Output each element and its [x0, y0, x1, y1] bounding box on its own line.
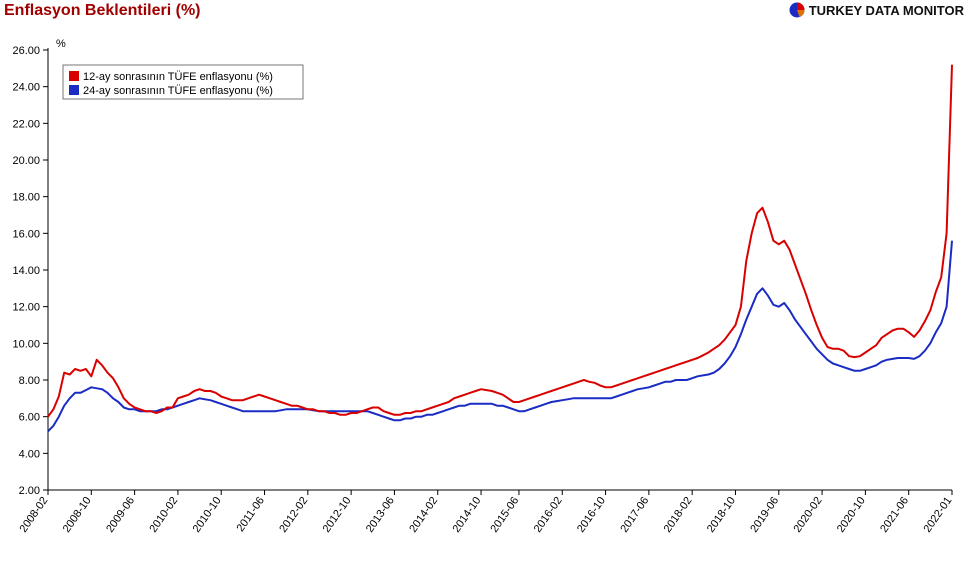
svg-text:8.00: 8.00 — [19, 375, 40, 387]
svg-text:2010-10: 2010-10 — [191, 495, 224, 535]
svg-text:2011-06: 2011-06 — [234, 495, 267, 534]
svg-text:2022-01: 2022-01 — [921, 495, 954, 535]
svg-text:2.00: 2.00 — [19, 485, 40, 497]
svg-text:%: % — [56, 38, 66, 50]
svg-text:24-ay sonrasının TÜFE enflasyo: 24-ay sonrasının TÜFE enflasyonu (%) — [83, 85, 273, 97]
svg-text:2015-06: 2015-06 — [488, 495, 521, 535]
svg-text:2021-06: 2021-06 — [878, 495, 911, 535]
svg-text:2008-02: 2008-02 — [17, 495, 50, 535]
svg-text:2008-10: 2008-10 — [61, 495, 94, 535]
chart-title: Enflasyon Beklentileri (%) — [4, 2, 201, 20]
svg-text:2019-06: 2019-06 — [748, 495, 781, 535]
chart-container: Enflasyon Beklentileri (%) TURKEY DATA M… — [0, 0, 970, 570]
svg-text:12-ay sonrasının TÜFE enflasyo: 12-ay sonrasının TÜFE enflasyonu (%) — [83, 71, 273, 83]
svg-text:20.00: 20.00 — [12, 155, 40, 167]
svg-text:26.00: 26.00 — [12, 45, 40, 57]
svg-text:18.00: 18.00 — [12, 192, 40, 204]
svg-text:2009-06: 2009-06 — [104, 495, 137, 535]
svg-text:2014-02: 2014-02 — [407, 495, 440, 535]
line-chart: 2.00 4.00 6.00 8.00 10.00 12.00 14.00 16.00 18.0… — [0, 30, 970, 570]
chart-area: 2.00 4.00 6.00 8.00 10.00 12.00 14.00 16.00 18.0… — [0, 30, 970, 570]
svg-text:12.00: 12.00 — [12, 302, 40, 314]
svg-text:4.00: 4.00 — [19, 448, 40, 460]
svg-text:2012-10: 2012-10 — [321, 495, 354, 535]
svg-text:14.00: 14.00 — [12, 265, 40, 277]
svg-text:22.00: 22.00 — [12, 118, 40, 130]
svg-text:2013-06: 2013-06 — [364, 495, 397, 535]
svg-text:2018-10: 2018-10 — [705, 495, 738, 535]
brand-logo: TURKEY DATA MONITOR — [789, 2, 964, 18]
svg-text:2018-02: 2018-02 — [662, 495, 695, 535]
svg-text:2014-10: 2014-10 — [451, 495, 484, 535]
svg-text:16.00: 16.00 — [12, 228, 40, 240]
brand-text: TURKEY DATA MONITOR — [809, 3, 964, 18]
svg-text:2020-10: 2020-10 — [835, 495, 868, 535]
svg-text:24.00: 24.00 — [12, 82, 40, 94]
svg-text:2012-02: 2012-02 — [277, 495, 310, 535]
svg-text:2020-02: 2020-02 — [792, 495, 825, 535]
pie-logo-icon — [789, 2, 805, 18]
svg-text:2016-02: 2016-02 — [532, 495, 565, 535]
svg-text:2016-10: 2016-10 — [575, 495, 608, 535]
svg-text:2017-06: 2017-06 — [618, 495, 651, 535]
svg-text:10.00: 10.00 — [12, 338, 40, 350]
svg-text:6.00: 6.00 — [19, 412, 40, 424]
svg-text:2010-02: 2010-02 — [147, 495, 180, 535]
